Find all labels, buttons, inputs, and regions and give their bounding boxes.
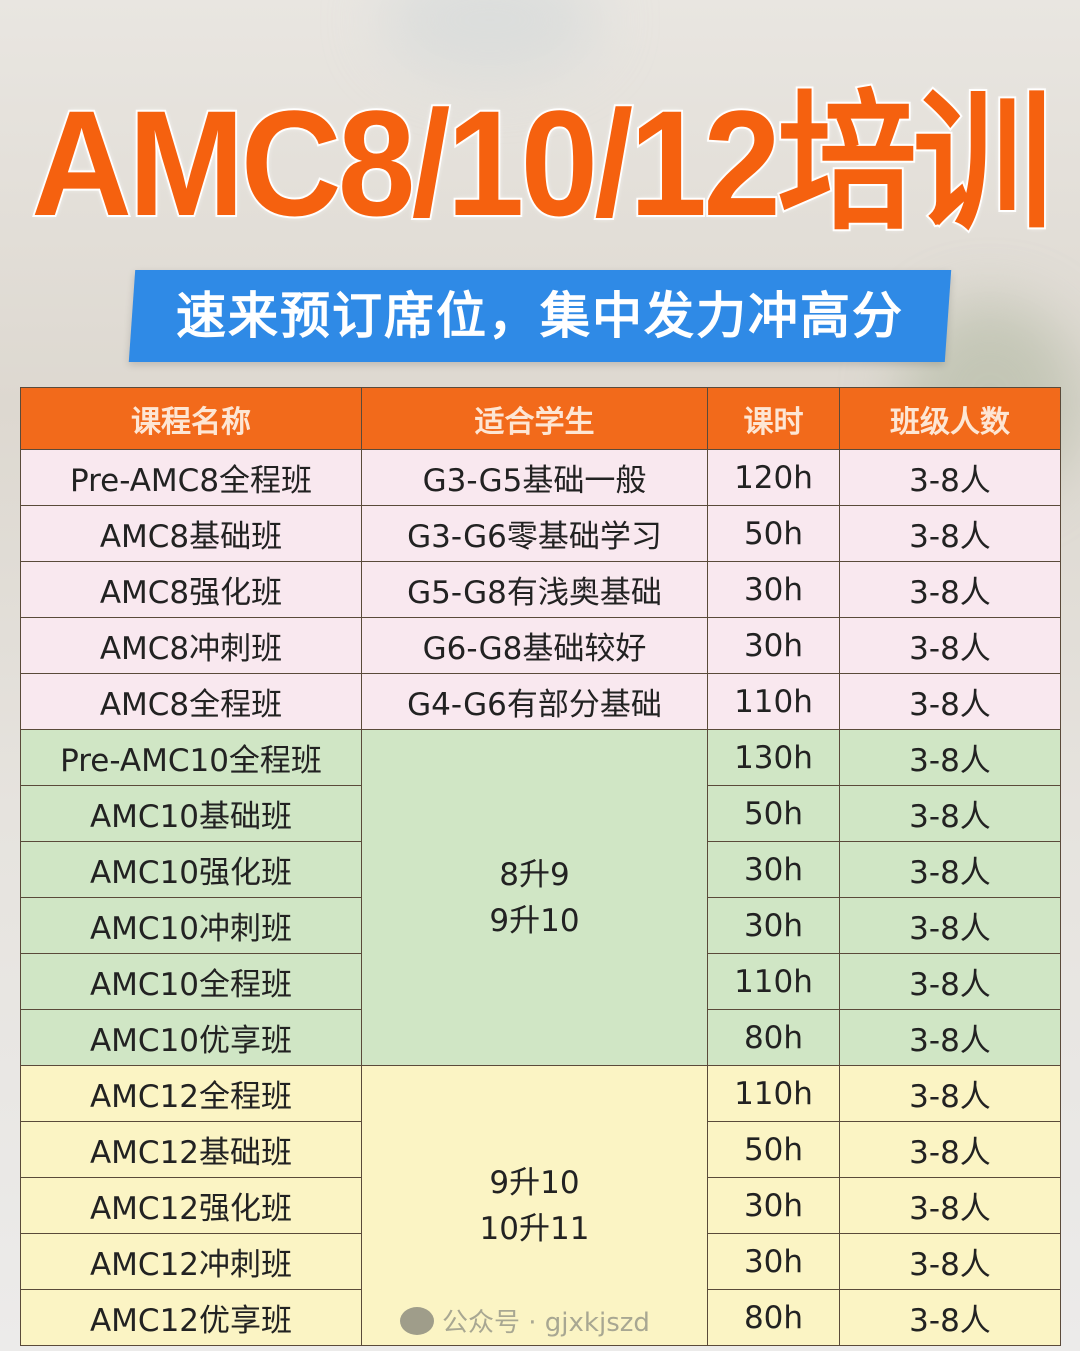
- hours: 30h: [707, 1233, 840, 1290]
- course-name: AMC10全程班: [20, 953, 362, 1010]
- table-row: AMC8强化班 G5-G8有浅奥基础 30h 3-8人: [20, 561, 1061, 618]
- course-name: AMC10冲刺班: [20, 897, 362, 954]
- table-row: AMC10冲刺班 30h 3-8人: [20, 897, 1061, 954]
- header-students: 适合学生: [361, 387, 708, 450]
- table-row: AMC8基础班 G3-G6零基础学习 50h 3-8人: [20, 505, 1061, 562]
- course-name: AMC10基础班: [20, 785, 362, 842]
- table-row: AMC12强化班 30h 3-8人: [20, 1177, 1061, 1234]
- course-name: Pre-AMC10全程班: [20, 729, 362, 786]
- course-name: AMC12冲刺班: [20, 1233, 362, 1290]
- hours: 110h: [707, 1065, 840, 1122]
- table-row: AMC12全程班 9升10 10升11 110h 3-8人: [20, 1065, 1061, 1346]
- students-line: 8升9: [499, 856, 570, 893]
- table-row: AMC10全程班 110h 3-8人: [20, 953, 1061, 1010]
- class-size: 3-8人: [839, 1233, 1061, 1290]
- class-size: 3-8人: [839, 505, 1061, 562]
- course-name: AMC10优享班: [20, 1009, 362, 1066]
- hours: 30h: [707, 841, 840, 898]
- class-size: 3-8人: [839, 785, 1061, 842]
- page-title: AMC8/10/12培训: [29, 77, 1054, 249]
- header-course-name: 课程名称: [20, 387, 362, 450]
- hours: 120h: [707, 449, 840, 506]
- course-name: AMC8全程班: [20, 673, 362, 730]
- class-size: 3-8人: [839, 897, 1061, 954]
- course-name: AMC10强化班: [20, 841, 362, 898]
- table-row: AMC12基础班 50h 3-8人: [20, 1121, 1061, 1178]
- subtitle-banner: 速来预订席位，集中发力冲高分: [128, 270, 952, 362]
- background-blur: [380, 0, 600, 80]
- hours: 50h: [707, 1121, 840, 1178]
- class-size: 3-8人: [839, 729, 1061, 786]
- table-row: Pre-AMC10全程班 8升9 9升10 130h 3-8人: [20, 729, 1061, 1066]
- students: G6-G8基础较好: [361, 617, 708, 674]
- hours: 130h: [707, 729, 840, 786]
- hours: 80h: [707, 1009, 840, 1066]
- students: G3-G5基础一般: [361, 449, 708, 506]
- class-size: 3-8人: [839, 953, 1061, 1010]
- students: G3-G6零基础学习: [361, 505, 708, 562]
- class-size: 3-8人: [839, 617, 1061, 674]
- subtitle-text: 速来预订席位，集中发力冲高分: [176, 287, 904, 345]
- students-line: 10升11: [479, 1210, 590, 1247]
- hours: 110h: [707, 673, 840, 730]
- table-header-row: 课程名称 适合学生 课时 班级人数: [20, 387, 1061, 450]
- course-table: 课程名称 适合学生 课时 班级人数 Pre-AMC8全程班 G3-G5基础一般 12…: [20, 387, 1061, 1346]
- course-name: AMC8强化班: [20, 561, 362, 618]
- students: G4-G6有部分基础: [361, 673, 708, 730]
- watermark-text: 公众号 · gjxkjszd: [442, 1308, 650, 1338]
- wechat-icon: [400, 1306, 434, 1335]
- class-size: 3-8人: [839, 1121, 1061, 1178]
- course-name: Pre-AMC8全程班: [20, 449, 362, 506]
- students-line: 9升10: [489, 902, 580, 939]
- course-name: AMC8冲刺班: [20, 617, 362, 674]
- table-row: AMC12冲刺班 30h 3-8人: [20, 1233, 1061, 1290]
- class-size: 3-8人: [839, 449, 1061, 506]
- class-size: 3-8人: [839, 561, 1061, 618]
- table-row: AMC12优享班 80h 3-8人: [20, 1289, 1061, 1346]
- hours: 50h: [707, 505, 840, 562]
- class-size: 3-8人: [839, 673, 1061, 730]
- students-line: 9升10: [489, 1164, 580, 1201]
- hours: 30h: [707, 617, 840, 674]
- hours: 30h: [707, 561, 840, 618]
- hours: 30h: [707, 1177, 840, 1234]
- hours: 50h: [707, 785, 840, 842]
- hours: 30h: [707, 897, 840, 954]
- class-size: 3-8人: [839, 1065, 1061, 1122]
- hours: 110h: [707, 953, 840, 1010]
- students-merged: 9升10 10升11: [361, 1065, 708, 1346]
- table-row: AMC8全程班 G4-G6有部分基础 110h 3-8人: [20, 673, 1061, 730]
- class-size: 3-8人: [839, 841, 1061, 898]
- class-size: 3-8人: [839, 1009, 1061, 1066]
- class-size: 3-8人: [839, 1177, 1061, 1234]
- course-name: AMC8基础班: [20, 505, 362, 562]
- course-name: AMC12优享班: [20, 1289, 362, 1346]
- table-row: AMC10基础班 50h 3-8人: [20, 785, 1061, 842]
- table-row: AMC10优享班 80h 3-8人: [20, 1009, 1061, 1066]
- course-name: AMC12全程班: [20, 1065, 362, 1122]
- header-hours: 课时: [707, 387, 840, 450]
- table-row: AMC8冲刺班 G6-G8基础较好 30h 3-8人: [20, 617, 1061, 674]
- table-row: Pre-AMC8全程班 G3-G5基础一般 120h 3-8人: [20, 449, 1061, 506]
- students: G5-G8有浅奥基础: [361, 561, 708, 618]
- course-name: AMC12强化班: [20, 1177, 362, 1234]
- header-class-size: 班级人数: [839, 387, 1061, 450]
- course-name: AMC12基础班: [20, 1121, 362, 1178]
- watermark: 公众号 · gjxkjszd: [400, 1302, 650, 1339]
- hours: 80h: [707, 1289, 840, 1346]
- class-size: 3-8人: [839, 1289, 1061, 1346]
- students-merged: 8升9 9升10: [361, 729, 708, 1066]
